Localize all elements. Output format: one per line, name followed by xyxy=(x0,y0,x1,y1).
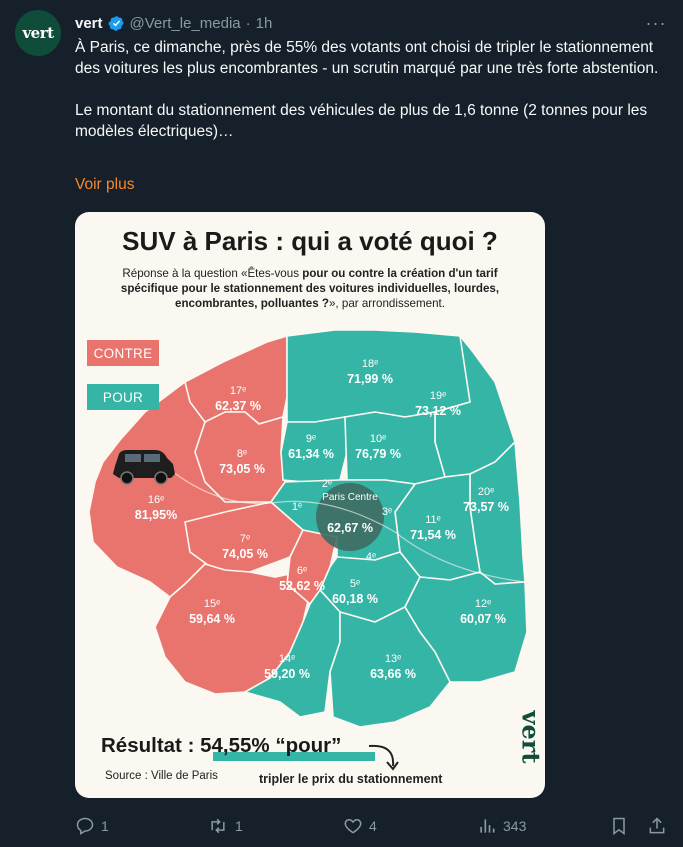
reply-icon xyxy=(76,817,94,835)
separator-dot: · xyxy=(245,14,251,32)
subtitle-bold: pour ou contre la création d'un tarif sp… xyxy=(120,267,500,310)
district-name-label: 6ᵉ xyxy=(297,565,307,577)
more-options-icon[interactable]: ··· xyxy=(645,12,667,33)
post-media-image[interactable]: SUV à Paris : qui a voté quoi ? Réponse … xyxy=(75,212,545,798)
district-name-label: 18ᵉ xyxy=(362,358,378,370)
district-name-label: 16ᵉ xyxy=(148,494,164,506)
arrow-icon xyxy=(368,744,399,771)
district-value-label: 76,79 % xyxy=(355,447,401,461)
source-text: Source : Ville de Paris xyxy=(105,770,218,782)
reply-button[interactable]: 1 xyxy=(75,814,109,838)
views-button[interactable]: 343 xyxy=(477,814,526,838)
district-name-label: 3ᵉ xyxy=(382,506,392,518)
district-value-label: 62,37 % xyxy=(215,399,261,413)
repost-button[interactable]: 1 xyxy=(207,814,243,838)
paris-map: 18ᵉ 71,99 % 17ᵉ 62,37 % 19ᵉ 73,12 % 9ᵉ 61,34 % 1… xyxy=(88,329,528,728)
district-value-label: 74,05 % xyxy=(222,547,268,561)
action-bar: 1 1 4 343 xyxy=(75,814,675,838)
district-name-label: 15ᵉ xyxy=(204,598,220,610)
district-name-label: 20ᵉ xyxy=(478,486,494,498)
district-name-label: Paris Centre xyxy=(322,492,378,503)
author-handle[interactable]: @Vert_le_media xyxy=(129,14,241,32)
district-value-label: 60,07 % xyxy=(460,612,506,626)
suv-car-icon xyxy=(113,450,175,485)
district-name-label: 1ᵉ xyxy=(292,501,302,513)
annotation-note: tripler le prix du stationnement xyxy=(259,772,443,786)
legend-contre: CONTRE xyxy=(87,340,159,366)
post-text-paragraph-2: Le montant du stationnement des véhicule… xyxy=(75,102,652,140)
district-name-label: 11ᵉ xyxy=(425,514,441,526)
post-text-paragraph-1: À Paris, ce dimanche, près de 55% des vo… xyxy=(75,39,659,77)
repost-count: 1 xyxy=(235,818,243,834)
district-value-label: 73,05 % xyxy=(219,462,265,476)
district-name-label: 8ᵉ xyxy=(237,448,247,460)
district-value-label: 59,64 % xyxy=(189,612,235,626)
district-name-label: 14ᵉ xyxy=(279,653,295,665)
district-name-label: 12ᵉ xyxy=(475,598,491,610)
bookmark-button[interactable] xyxy=(609,814,629,838)
district-name-label: 5ᵉ xyxy=(350,578,360,590)
district-value-label: 71,54 % xyxy=(410,528,456,542)
share-button[interactable] xyxy=(647,814,667,838)
show-more-link[interactable]: Voir plus xyxy=(75,176,135,193)
vert-logo: vert xyxy=(517,710,543,764)
district-value-label: 81,95% xyxy=(135,508,177,522)
paris-centre-circle xyxy=(316,483,384,551)
district-name-label: 17ᵉ xyxy=(230,385,246,397)
result-highlight xyxy=(213,752,375,761)
heart-icon xyxy=(344,818,362,834)
infographic-subtitle: Réponse à la question «Êtes-vous pour ou… xyxy=(93,266,527,311)
district-value-label: 52,62 % xyxy=(279,579,325,593)
result-prefix: Résultat : xyxy=(101,734,201,757)
result-value: 54,55% “pour” xyxy=(200,734,342,757)
like-button[interactable]: 4 xyxy=(343,814,377,838)
district-name-label: 7ᵉ xyxy=(240,533,250,545)
district-value-label: 73,12 % xyxy=(415,404,461,418)
seine-river xyxy=(154,456,526,583)
subtitle-part: », par arrondissement. xyxy=(328,297,445,310)
district-name-label: 4ᵉ xyxy=(366,551,376,563)
district-name-label: 2ᵉ xyxy=(322,478,332,490)
views-count: 343 xyxy=(503,818,527,834)
district-value-label: 71,99 % xyxy=(347,372,393,386)
district-value-label: 61,34 % xyxy=(288,447,334,461)
share-icon xyxy=(649,817,665,834)
svg-text:vert: vert xyxy=(517,710,543,764)
repost-icon xyxy=(211,818,225,834)
avatar[interactable]: vert xyxy=(15,10,61,56)
district-value-label: 60,18 % xyxy=(332,592,378,606)
district-value-label: 59,20 % xyxy=(264,667,310,681)
bookmark-icon xyxy=(613,817,625,835)
avatar-logo: vert xyxy=(22,24,54,42)
district-name-label: 10ᵉ xyxy=(370,433,386,445)
district-value-label: 63,66 % xyxy=(370,667,416,681)
post-text: À Paris, ce dimanche, près de 55% des vo… xyxy=(75,37,665,142)
like-count: 4 xyxy=(369,818,377,834)
result-text: Résultat : 54,55% “pour” xyxy=(101,734,341,758)
subtitle-part: Réponse à la question «Êtes-vous xyxy=(122,267,303,280)
district-value-label: 62,67 % xyxy=(327,521,373,535)
district-name-label: 9ᵉ xyxy=(306,433,316,445)
district-value-label: 73,57 % xyxy=(463,500,509,514)
reply-count: 1 xyxy=(101,818,109,834)
views-chart-icon xyxy=(480,819,495,833)
legend-pour: POUR xyxy=(87,384,159,410)
district-name-label: 19ᵉ xyxy=(430,390,446,402)
infographic-title: SUV à Paris : qui a voté quoi ? xyxy=(122,226,498,256)
district-name-label: 13ᵉ xyxy=(385,653,401,665)
post-header: vert @Vert_le_media · 1h xyxy=(75,12,272,34)
verified-badge-icon xyxy=(108,15,125,32)
post-timestamp[interactable]: 1h xyxy=(255,14,273,32)
author-name[interactable]: vert xyxy=(75,14,103,32)
district-13-area xyxy=(329,605,451,728)
